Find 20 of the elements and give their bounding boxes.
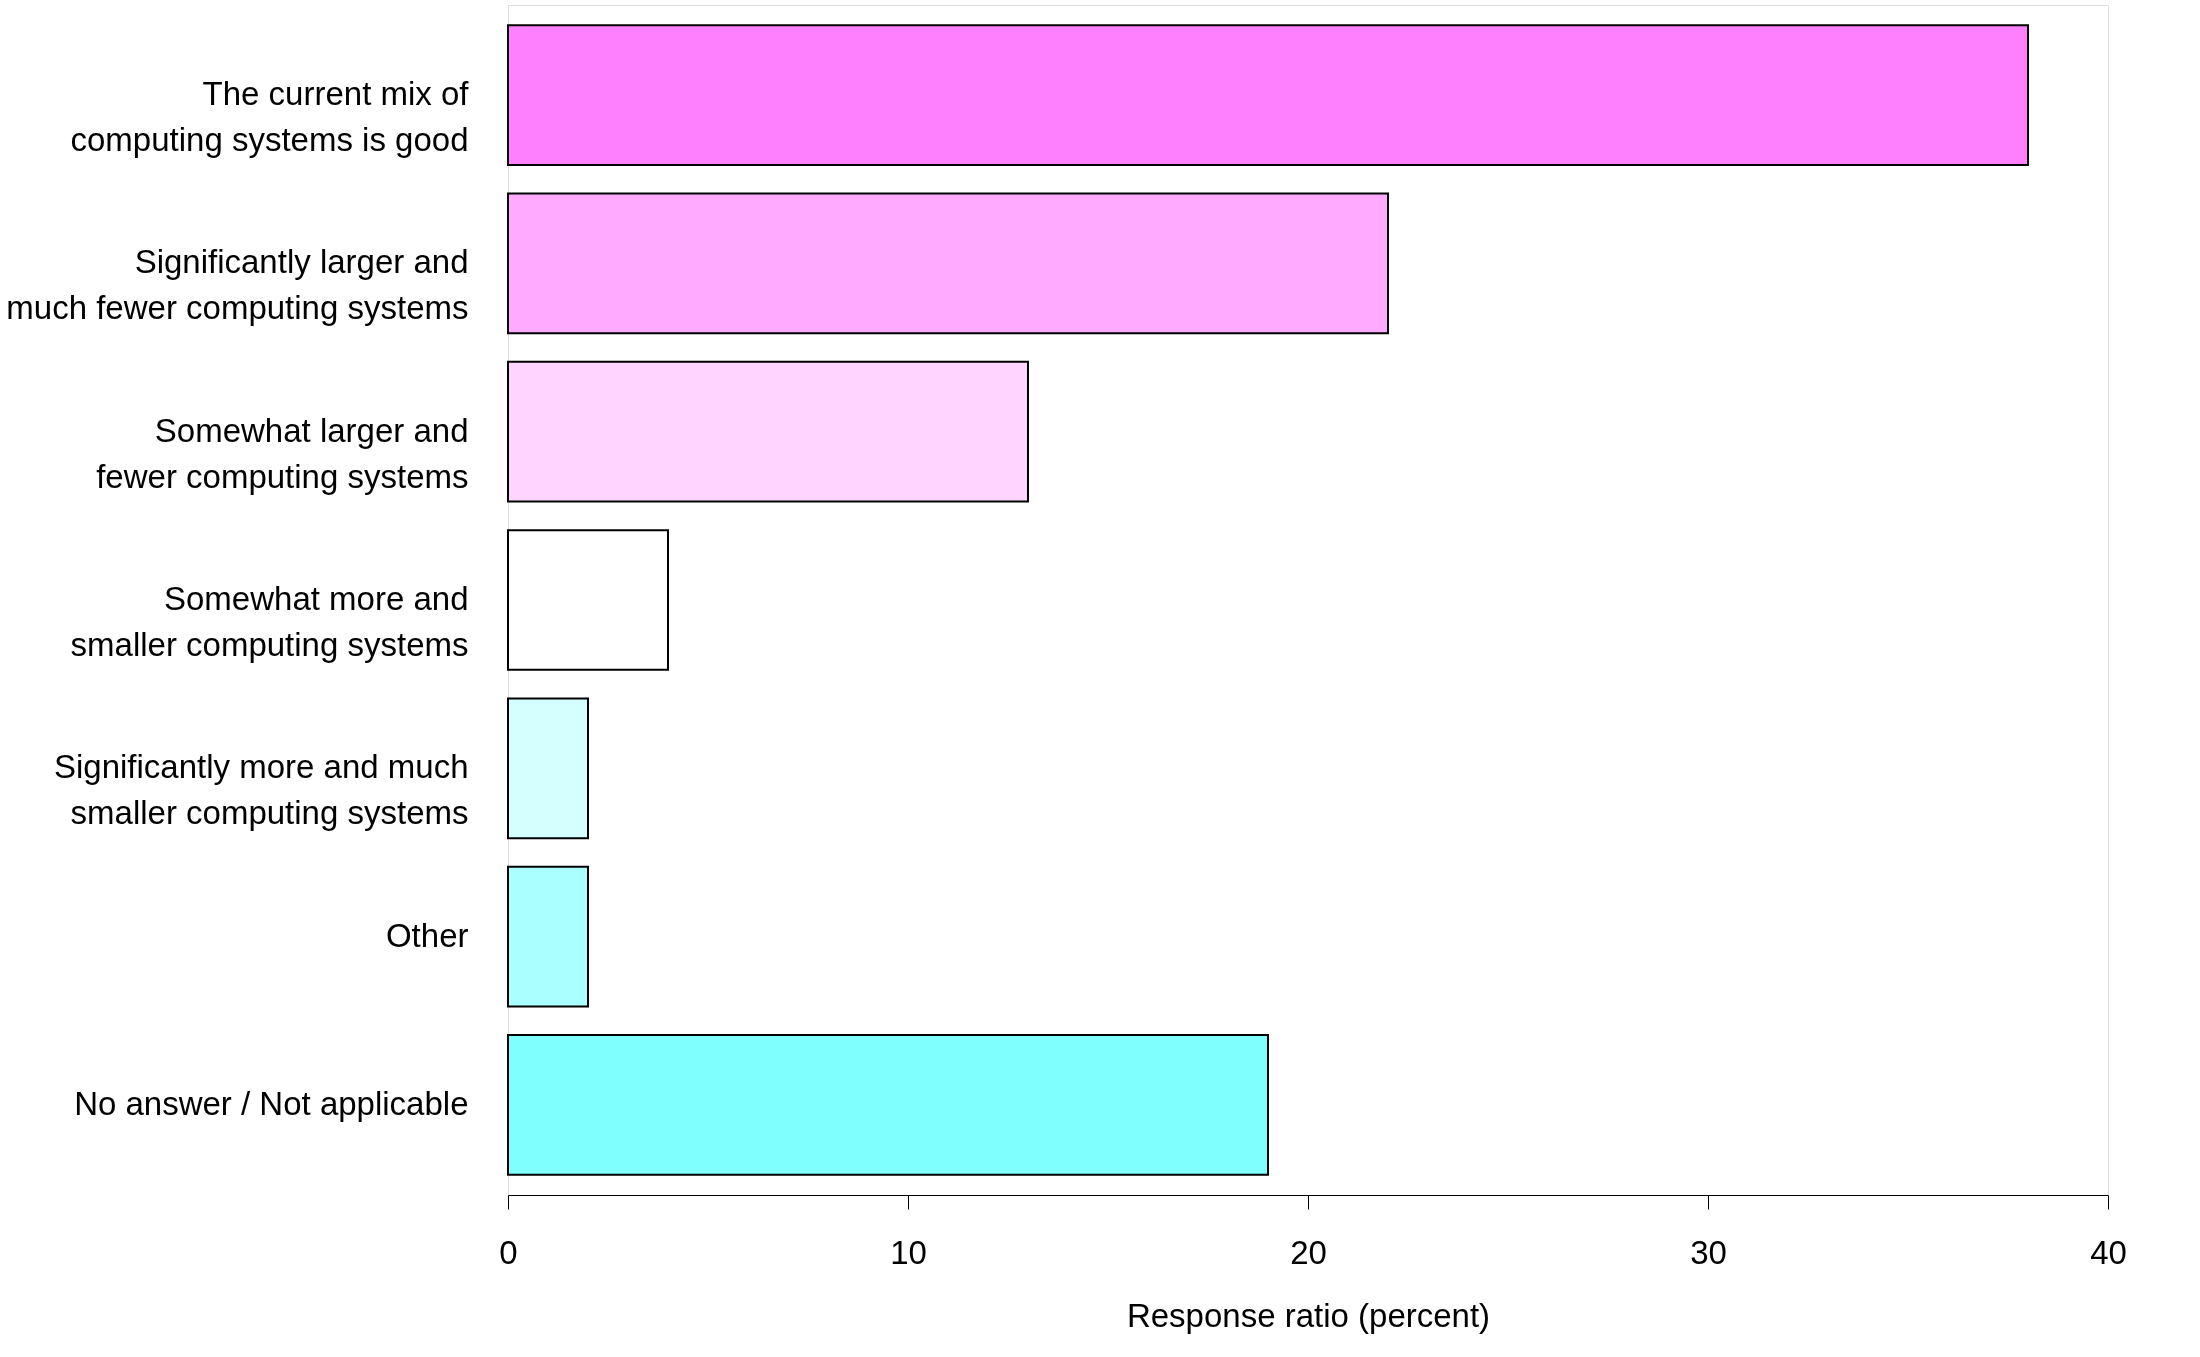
x-tick-label: 30 [1690,1233,1727,1271]
x-tick-label: 40 [2090,1233,2127,1271]
bar [507,1034,1269,1176]
y-tick-label: Other [385,916,469,954]
bar [507,529,669,671]
bar [507,697,589,840]
x-tick-label: 20 [1290,1233,1327,1271]
y-tick-label: Somewhat larger and fewer computing systems [96,411,469,495]
x-axis-title: Response ratio (percent) [1126,1296,1491,1334]
y-tick-label: Significantly more and much smaller computing systems [53,748,469,832]
bar [507,24,2029,166]
y-tick-label: The current mix of computing systems is good [70,75,470,159]
y-tick-label: No answer / Not applicable [74,1084,469,1122]
bar [507,192,1389,335]
x-tick-label: 10 [890,1233,927,1271]
bar [507,865,589,1008]
bar [507,360,1029,503]
x-tick-label: 0 [499,1233,518,1271]
y-tick-label: Significantly larger and much fewer computing systems [6,243,469,327]
y-tick-label: Somewhat more and smaller computing systems [70,580,469,663]
